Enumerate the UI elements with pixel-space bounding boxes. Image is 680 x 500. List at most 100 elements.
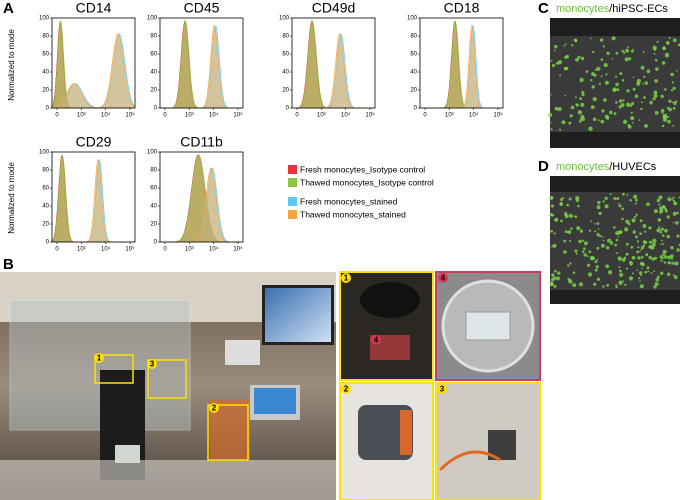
cell [620,103,625,108]
cell [570,105,575,110]
cell [623,51,626,55]
cell [580,56,585,61]
cell [632,122,634,124]
cell [602,285,605,288]
cell [672,107,676,110]
cell [628,57,632,61]
cell [551,63,556,68]
cell [600,58,604,61]
cell [554,44,558,49]
cell [549,282,554,287]
callout-number: 3 [440,385,445,394]
cell [661,242,664,245]
cell [575,58,579,62]
cell [615,101,618,104]
cell [637,246,640,249]
plot-title: CD45 [184,0,220,16]
callout-number: 4 [374,336,379,345]
histogram: CD18 0 20 40 60 80 100 0 10³ 10⁴ 10⁵ [407,0,504,119]
curve [420,20,503,109]
y-tick-label: 20 [282,88,289,94]
cell [662,205,666,209]
cell [549,93,552,96]
cell [661,234,665,237]
cell [658,226,661,229]
cell [641,267,643,270]
cell [615,51,619,55]
cell [563,250,567,254]
y-tick-label: 60 [42,186,49,192]
cell [664,88,667,91]
cell [598,234,602,238]
callout-number: 1 [97,354,102,363]
cell [621,79,625,82]
cell [653,93,658,98]
cell [635,198,638,202]
cell [571,44,574,47]
cell [666,115,670,119]
setup-photo: 1 2 3 1 4 2 3 4 [0,271,541,500]
cell [670,246,674,250]
cell [625,267,629,270]
cell [618,204,622,208]
y-tick-label: 80 [42,34,49,40]
plot-title: CD29 [76,134,112,150]
cell [615,75,618,78]
cell [575,197,579,201]
x-tick-label: 10⁵ [233,112,243,119]
cell [643,96,646,99]
x-tick-label: 0 [163,113,167,119]
x-tick-label: 10⁴ [209,112,219,119]
cell [615,284,618,287]
cell [583,241,588,246]
cell [640,65,645,70]
cell [632,76,635,79]
x-tick-label: 10⁵ [493,112,503,119]
cell [664,261,667,264]
cell [553,284,557,288]
cell [675,221,679,225]
cell [636,240,640,243]
cell [551,213,555,217]
cell [616,197,620,201]
cell [662,249,667,254]
cell [548,121,552,124]
y-tick-label: 0 [46,240,50,246]
plot-frame [51,17,136,109]
cell [671,81,675,84]
cell [618,105,622,109]
y-tick-label: 60 [410,52,417,58]
cell [560,219,563,223]
cell [555,217,559,221]
cell [640,248,643,251]
callout-number: 2 [344,385,349,394]
cell [627,124,632,129]
plot-frame [159,151,244,243]
cell [551,273,555,277]
cell [664,209,668,213]
curve [51,33,136,109]
callout-box [94,354,134,384]
curve [160,25,243,109]
cell [640,261,644,266]
stain-label: monocytes [556,161,610,173]
cells [548,36,680,131]
cell [667,261,671,265]
cell [616,252,618,255]
plot-title: CD49d [312,0,356,16]
x-tick-label: 10³ [77,113,86,119]
cell [599,38,604,42]
cell [579,229,584,233]
cell-label: /hiPSC-ECs [609,3,668,15]
y-tick-label: 40 [410,70,417,76]
cell [654,282,659,286]
callout-number: 4 [441,274,446,283]
cell [636,269,639,271]
cell [668,99,672,104]
cell [667,197,672,202]
cell [600,75,603,78]
cell [676,234,680,238]
cell [618,280,623,285]
cell [672,199,676,202]
